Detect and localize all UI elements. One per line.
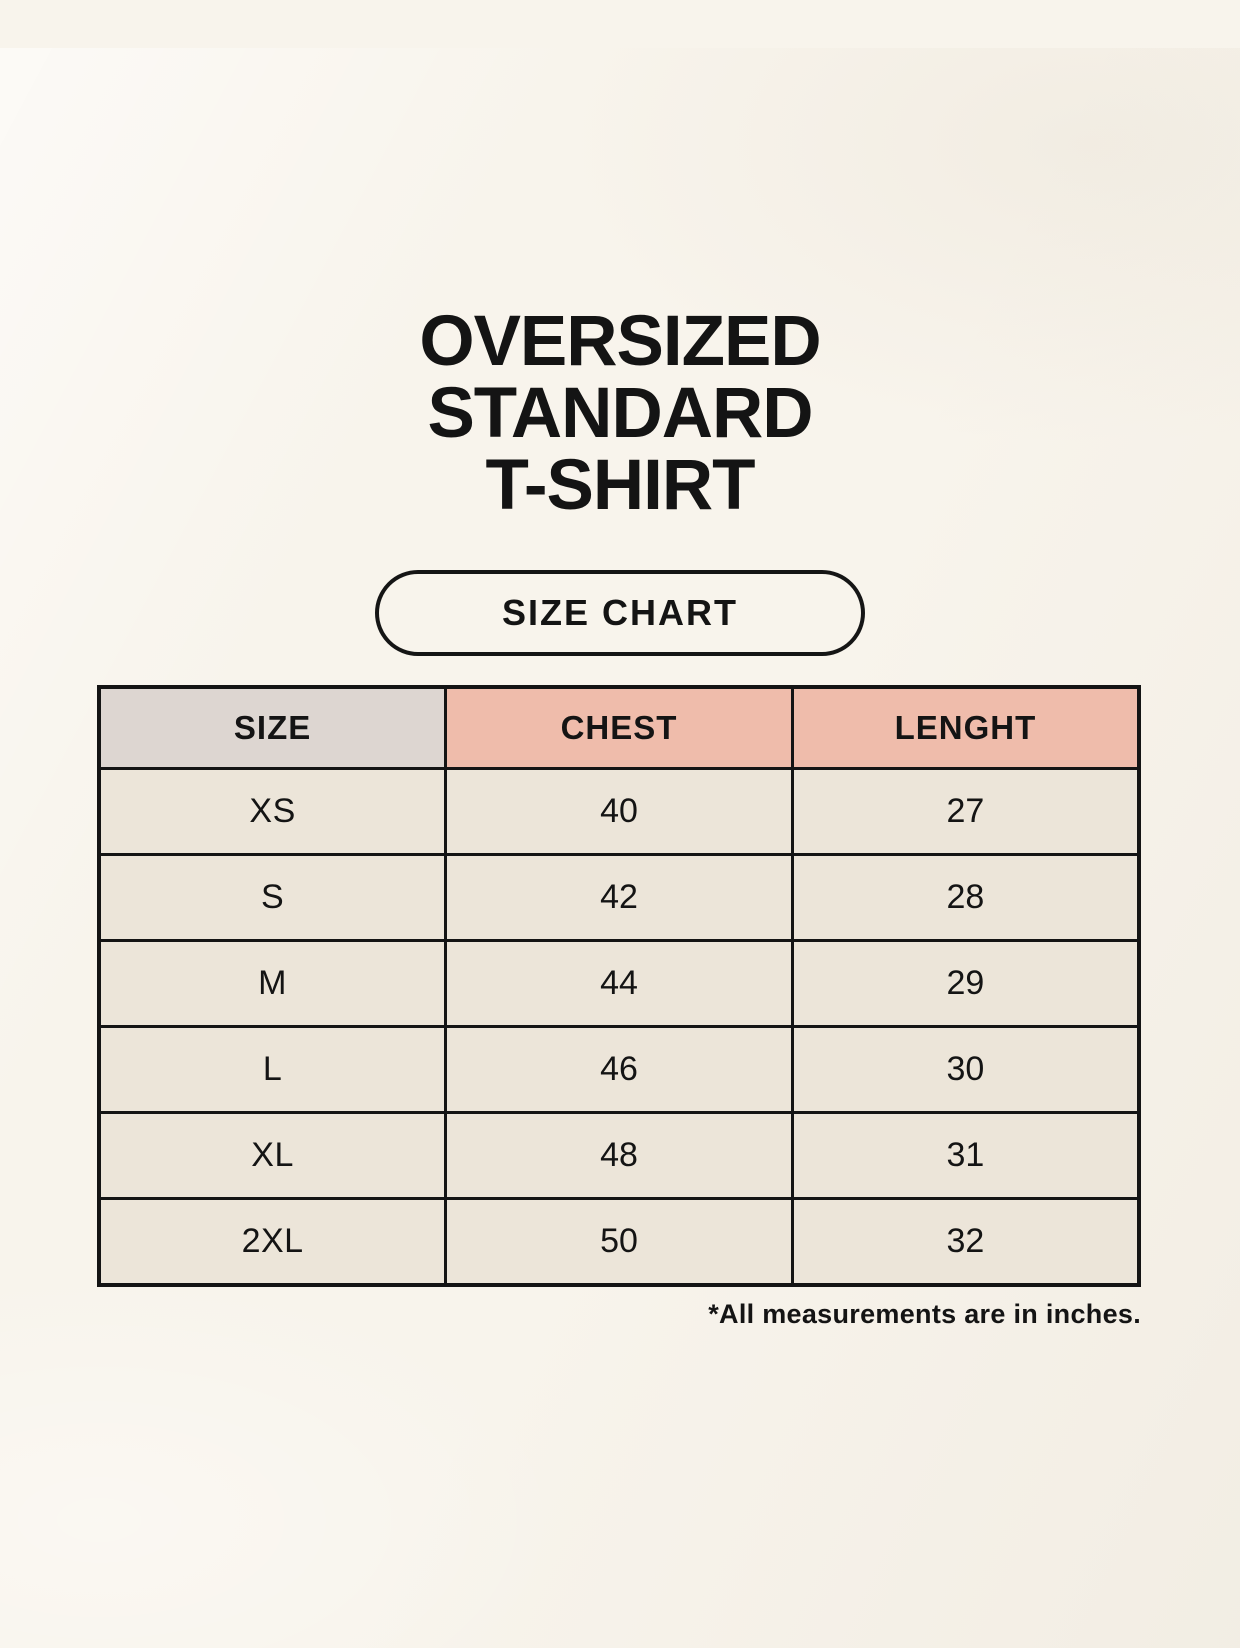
table-row-xl: XL 48 31: [97, 1110, 1141, 1200]
product-title: OVERSIZED STANDARD T-SHIRT: [0, 48, 1240, 522]
product-title-line-1: OVERSIZED: [419, 301, 821, 381]
size-chart-infographic: OVERSIZED STANDARD T-SHIRT SIZE CHART SI…: [0, 48, 1240, 1330]
chest-cell: 42: [444, 852, 794, 942]
size-cell: M: [97, 938, 448, 1028]
size-cell: L: [97, 1024, 448, 1114]
product-title-line-2: STANDARD: [427, 373, 813, 453]
column-header-length: LENGHT: [790, 685, 1141, 770]
chest-cell: 44: [444, 938, 794, 1028]
table-row-m: M 44 29: [97, 938, 1141, 1028]
size-cell: S: [97, 852, 448, 942]
product-title-line-3: T-SHIRT: [485, 445, 755, 525]
table-row-2xl: 2XL 50 32: [97, 1196, 1141, 1287]
length-cell: 32: [790, 1196, 1141, 1287]
size-cell: 2XL: [97, 1196, 448, 1287]
size-chart-table-container: SIZE CHEST LENGHT XS 40 27 S 42 28 M: [97, 684, 1141, 1287]
length-cell: 31: [790, 1110, 1141, 1200]
header-row: SIZE CHEST LENGHT: [97, 685, 1141, 770]
chest-cell: 40: [444, 766, 794, 856]
column-header-chest: CHEST: [444, 685, 794, 770]
chest-cell: 46: [444, 1024, 794, 1114]
length-cell: 27: [790, 766, 1141, 856]
length-cell: 29: [790, 938, 1141, 1028]
chest-cell: 48: [444, 1110, 794, 1200]
length-cell: 28: [790, 852, 1141, 942]
table-row-s: S 42 28: [97, 852, 1141, 942]
size-cell: XS: [97, 766, 448, 856]
chest-cell: 50: [444, 1196, 794, 1287]
length-cell: 30: [790, 1024, 1141, 1114]
table-row-l: L 46 30: [97, 1024, 1141, 1114]
table-row-xs: XS 40 27: [97, 766, 1141, 856]
measurements-footnote: *All measurements are in inches.: [708, 1298, 1141, 1329]
size-chart-badge: SIZE CHART: [375, 569, 865, 656]
size-chart-badge-label: SIZE CHART: [502, 591, 738, 633]
column-header-size: SIZE: [97, 685, 448, 770]
size-cell: XL: [97, 1110, 448, 1200]
size-chart-table: SIZE CHEST LENGHT XS 40 27 S 42 28 M: [97, 684, 1141, 1287]
